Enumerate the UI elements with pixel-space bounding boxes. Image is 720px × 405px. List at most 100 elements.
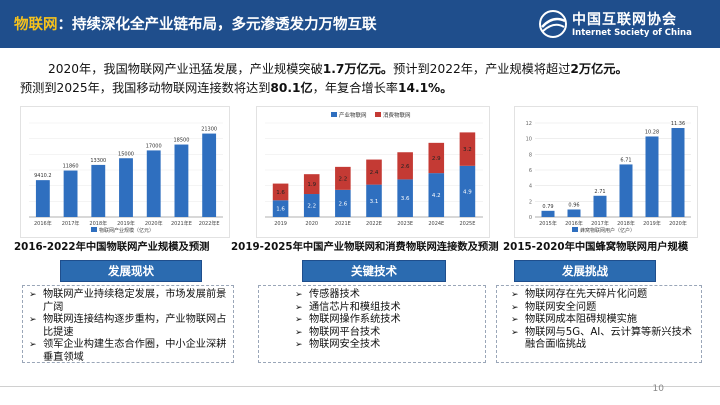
- y-tick-label: 12: [526, 121, 532, 127]
- pill-status: 发展现状: [60, 260, 202, 282]
- bar: [146, 150, 161, 217]
- data-label: 2.9: [432, 156, 441, 162]
- bar-segment: [366, 184, 382, 217]
- intro-text-1c: 预计到2022年，产业规模将超过: [393, 62, 571, 76]
- bar-segment: [459, 132, 476, 166]
- page-number: 10: [652, 384, 664, 394]
- legend-swatch: [331, 112, 337, 117]
- status-item: 物联网连接结构逐步重构，产业物联网占比提速: [29, 314, 227, 339]
- legend-swatch: [375, 112, 381, 117]
- data-label: 18500: [173, 138, 189, 144]
- intro-text-2a: 预测到2025年，我国移动物联网连接数将达到: [20, 81, 271, 95]
- data-label: 3.2: [463, 147, 472, 153]
- title-highlight: 物联网: [14, 17, 58, 33]
- bar-segment: [428, 142, 445, 174]
- x-tick-label: 2017年: [591, 220, 609, 227]
- title-text: ：持续深化全产业链布局，多元渗透发力万物互联: [57, 17, 377, 33]
- bar: [119, 158, 133, 217]
- data-label: 6.71: [620, 157, 631, 163]
- data-label: 2.2: [338, 176, 347, 182]
- logo-cn-text: 中国互联网协会: [572, 12, 677, 28]
- logo-en-text: Internet Society of China: [572, 28, 692, 38]
- x-tick-label: 2016年: [34, 220, 52, 227]
- bar-segment: [459, 165, 476, 217]
- bar-segment: [335, 189, 351, 217]
- data-label: 11860: [63, 164, 79, 170]
- y-tick-label: 4: [529, 184, 532, 190]
- x-tick-label: 2018年: [89, 220, 107, 227]
- intro-bold-1d: 2万亿元。: [570, 62, 628, 76]
- tech-item: 通信芯片和模组技术: [295, 302, 479, 315]
- tech-item: 传感器技术: [295, 289, 479, 302]
- chart-cellular-iot-users: 0 2 4 6 8 10 12 0.79 2015年 0.96 2016年 2.71 2017年 6.71…: [514, 106, 698, 238]
- intro-text-1a: 2020年，我国物联网产业迅猛发展，产业规模突破: [48, 62, 323, 76]
- pill-tech: 关键技术: [302, 260, 446, 282]
- bar: [567, 209, 581, 217]
- x-tick-label: 2018年: [617, 220, 635, 227]
- data-label: 21300: [201, 127, 217, 133]
- intro-paragraph: 2020年，我国物联网产业迅猛发展，产业规模突破1.7万亿元。预计到2022年，…: [20, 60, 710, 98]
- chart-svg: 0 2 4 6 8 10 12 0.79 2015年 0.96 2016年 2.71 2017年 6.71…: [526, 121, 691, 234]
- data-label: 2.2: [307, 204, 316, 210]
- bar-segment: [397, 152, 413, 180]
- bar-segment: [303, 174, 320, 195]
- y-tick-label: 0: [529, 215, 532, 221]
- data-label: 4.9: [463, 189, 472, 195]
- bar: [593, 195, 607, 217]
- bar: [645, 136, 659, 217]
- x-tick-label: 2020: [305, 221, 318, 227]
- chart-iot-industry-scale: 9410.2 2016年 11860 2017年 13300 2018年 15000 2019…: [20, 106, 230, 238]
- data-label: 11.36: [671, 121, 685, 127]
- data-label: 15000: [118, 151, 134, 157]
- intro-bold-2d: 14.1%。: [397, 81, 453, 95]
- data-label: 10.28: [645, 129, 659, 135]
- intro-text-2c: ，年复合增长率: [312, 81, 398, 95]
- y-tick-label: 8: [529, 152, 532, 158]
- tech-item: 物联网安全技术: [295, 339, 479, 352]
- x-tick-label: 2023E: [397, 221, 413, 227]
- x-tick-label: 2015年: [539, 220, 557, 227]
- data-label: 2.71: [594, 189, 605, 195]
- bar-segment: [335, 166, 351, 190]
- bar: [35, 180, 50, 217]
- pill-challenge: 发展挑战: [514, 260, 656, 282]
- bar-segment: [366, 159, 382, 185]
- x-tick-label: 2019年: [117, 220, 135, 227]
- data-label: 0.96: [568, 202, 579, 208]
- chart-svg: 1.6 1.6 2019 2.2 1.9 2020 2.6 2.2 2021E 3.1 2.4 202…: [265, 111, 483, 227]
- bar: [541, 210, 555, 217]
- box-challenge: 物联网存在先天碎片化问题物联网安全问题物联网成本阻碍规模实施物联网与5G、AI、…: [496, 285, 702, 363]
- x-tick-label: 2016年: [565, 220, 583, 227]
- status-item: 领军企业构建生态合作圈，中小企业深耕垂直领域: [29, 339, 227, 364]
- intro-bold-2b: 80.1亿: [270, 81, 313, 95]
- data-label: 1.6: [276, 207, 285, 213]
- y-tick-label: 6: [529, 168, 532, 174]
- intro-bold-1b: 1.7万亿元。: [322, 62, 394, 76]
- data-label: 2.6: [338, 201, 347, 207]
- data-label: 1.6: [276, 190, 285, 196]
- chart-title-3: 2015-2020年中国蜂窝物联网用户规模: [503, 241, 689, 253]
- bar-segment: [272, 200, 289, 217]
- data-label: 3.1: [370, 199, 379, 205]
- challenge-item: 物联网与5G、AI、云计算等新兴技术融合面临挑战: [511, 327, 695, 352]
- challenge-item: 物联网存在先天碎片化问题: [511, 289, 695, 302]
- legend-label: 物联网产业规模（亿元）: [99, 227, 154, 234]
- chart-title-1: 2016-2022年中国物联网产业规模及预测: [14, 241, 210, 253]
- y-tick-label: 10: [526, 137, 532, 143]
- bar: [91, 164, 106, 217]
- box-status: 物联网产业持续稳定发展，市场发展前景广阔物联网连接结构逐步重构，产业物联网占比提…: [22, 285, 234, 363]
- bar: [174, 144, 189, 217]
- chart-iot-connections: 1.6 1.6 2019 2.2 1.9 2020 2.6 2.2 2021E 3.1 2.4 202…: [256, 106, 490, 238]
- bar-segment: [397, 179, 413, 217]
- data-label: 17000: [146, 143, 162, 149]
- data-label: 2.4: [370, 170, 379, 176]
- data-label: 1.9: [307, 182, 316, 188]
- x-tick-label: 2021E: [335, 221, 351, 227]
- bar-segment: [272, 183, 289, 201]
- legend-label: 产业物联网: [339, 111, 367, 119]
- bar: [63, 170, 78, 217]
- x-tick-label: 2019: [274, 221, 287, 227]
- data-label: 9410.2: [34, 173, 52, 179]
- x-tick-label: 2017年: [62, 220, 80, 227]
- bar: [671, 128, 685, 217]
